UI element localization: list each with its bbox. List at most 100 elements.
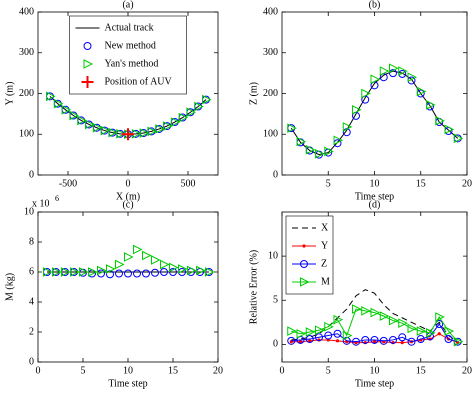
marker-circle (124, 269, 132, 278)
x-axis-label: X (m) (116, 191, 140, 202)
legend-label: X (321, 222, 329, 233)
marker-dot (308, 339, 312, 343)
marker-triangle (202, 94, 212, 105)
x-tick-label: 15 (168, 365, 178, 376)
marker-triangle (416, 86, 427, 97)
marker-triangle (85, 119, 95, 130)
legend-marker (302, 244, 306, 248)
x-tick-label: 0 (126, 178, 131, 189)
marker-circle (416, 335, 425, 344)
panel-title: (b) (369, 0, 381, 10)
marker-plus (122, 128, 134, 141)
y-exponent-base: x 10 (32, 198, 50, 209)
y-tick-label: 10 (24, 206, 34, 217)
marker-triangle (296, 136, 307, 147)
marker-dot (437, 332, 441, 336)
marker-triangle (370, 74, 381, 85)
x-tick-label: 0 (280, 365, 285, 376)
y-exponent: 6 (55, 194, 59, 203)
marker-triangle (352, 304, 362, 314)
y-tick-label: 10 (268, 250, 278, 261)
marker-triangle (342, 122, 353, 132)
series-line (291, 323, 458, 343)
marker-triangle (147, 126, 158, 137)
legend-label: Position of AUV (105, 76, 173, 87)
marker-triangle (305, 144, 316, 155)
marker-circle (115, 269, 123, 278)
marker-triangle (361, 88, 371, 99)
series-line (290, 70, 459, 156)
marker-triangle (69, 110, 80, 121)
marker-triangle (370, 307, 381, 318)
marker-triangle (416, 326, 427, 336)
marker-dot (400, 340, 404, 345)
y-tick-label: 4 (29, 296, 34, 307)
y-tick-label: 6 (29, 266, 34, 277)
panel-title: (a) (122, 0, 133, 10)
y-tick-label: 400 (263, 6, 278, 17)
marker-circle (379, 336, 388, 345)
y-tick-label: 400 (19, 6, 34, 17)
marker-triangle (205, 267, 215, 277)
marker-triangle (178, 264, 188, 274)
x-tick-label: 20 (462, 178, 472, 189)
marker-circle (142, 269, 150, 278)
marker-triangle (379, 311, 390, 321)
marker-circle (305, 335, 314, 344)
x-tick-label: 5 (326, 365, 331, 376)
marker-triangle (133, 244, 143, 255)
x-axis-label: Time step (355, 378, 394, 389)
marker-triangle (426, 328, 436, 338)
x-tick-label: 10 (123, 365, 133, 376)
marker-circle (287, 336, 296, 345)
x-tick-label: 0 (36, 365, 41, 376)
marker-circle (370, 335, 379, 344)
marker-triangle (435, 115, 445, 126)
legend-label: Y (321, 240, 328, 251)
marker-circle (133, 269, 141, 278)
marker-triangle (52, 267, 62, 277)
y-axis-label: Z (m) (248, 82, 259, 105)
y-tick-label: 200 (19, 88, 34, 99)
y-tick-label: 2 (29, 326, 34, 337)
legend-label: M (321, 276, 330, 287)
marker-circle (333, 139, 342, 148)
marker-circle (315, 333, 323, 342)
legend-marker (81, 76, 94, 88)
marker-triangle (178, 112, 189, 123)
marker-triangle (407, 72, 418, 83)
marker-triangle (92, 122, 103, 133)
marker-circle (361, 335, 370, 344)
x-tick-label: 10 (370, 365, 380, 376)
marker-triangle (305, 327, 316, 337)
marker-triangle (106, 264, 116, 274)
panel-title: (d) (369, 199, 381, 210)
y-tick-label: 8 (29, 236, 34, 247)
marker-triangle (139, 128, 150, 138)
marker-triangle (194, 101, 204, 112)
marker-triangle (170, 117, 181, 127)
marker-triangle (398, 318, 408, 328)
x-tick-label: 15 (416, 365, 426, 376)
y-tick-label: 200 (263, 88, 278, 99)
marker-dot (335, 339, 340, 343)
legend-box (285, 215, 334, 295)
x-tick-label: 5 (326, 178, 331, 189)
marker-triangle (155, 124, 165, 134)
legend-marker (83, 42, 92, 50)
marker-triangle (100, 125, 111, 136)
marker-triangle (151, 255, 161, 265)
marker-triangle (333, 135, 344, 146)
y-tick-label: 5 (273, 295, 278, 306)
marker-triangle (97, 265, 107, 276)
marker-triangle (160, 259, 170, 270)
legend-marker (83, 59, 94, 69)
marker-triangle (287, 123, 297, 133)
marker-triangle (426, 100, 436, 110)
marker-triangle (187, 265, 197, 276)
marker-triangle (389, 63, 399, 74)
legend-label: Yan's method (105, 58, 159, 69)
x-tick-label: 20 (462, 365, 472, 376)
marker-triangle (142, 250, 152, 261)
marker-triangle (398, 66, 408, 76)
